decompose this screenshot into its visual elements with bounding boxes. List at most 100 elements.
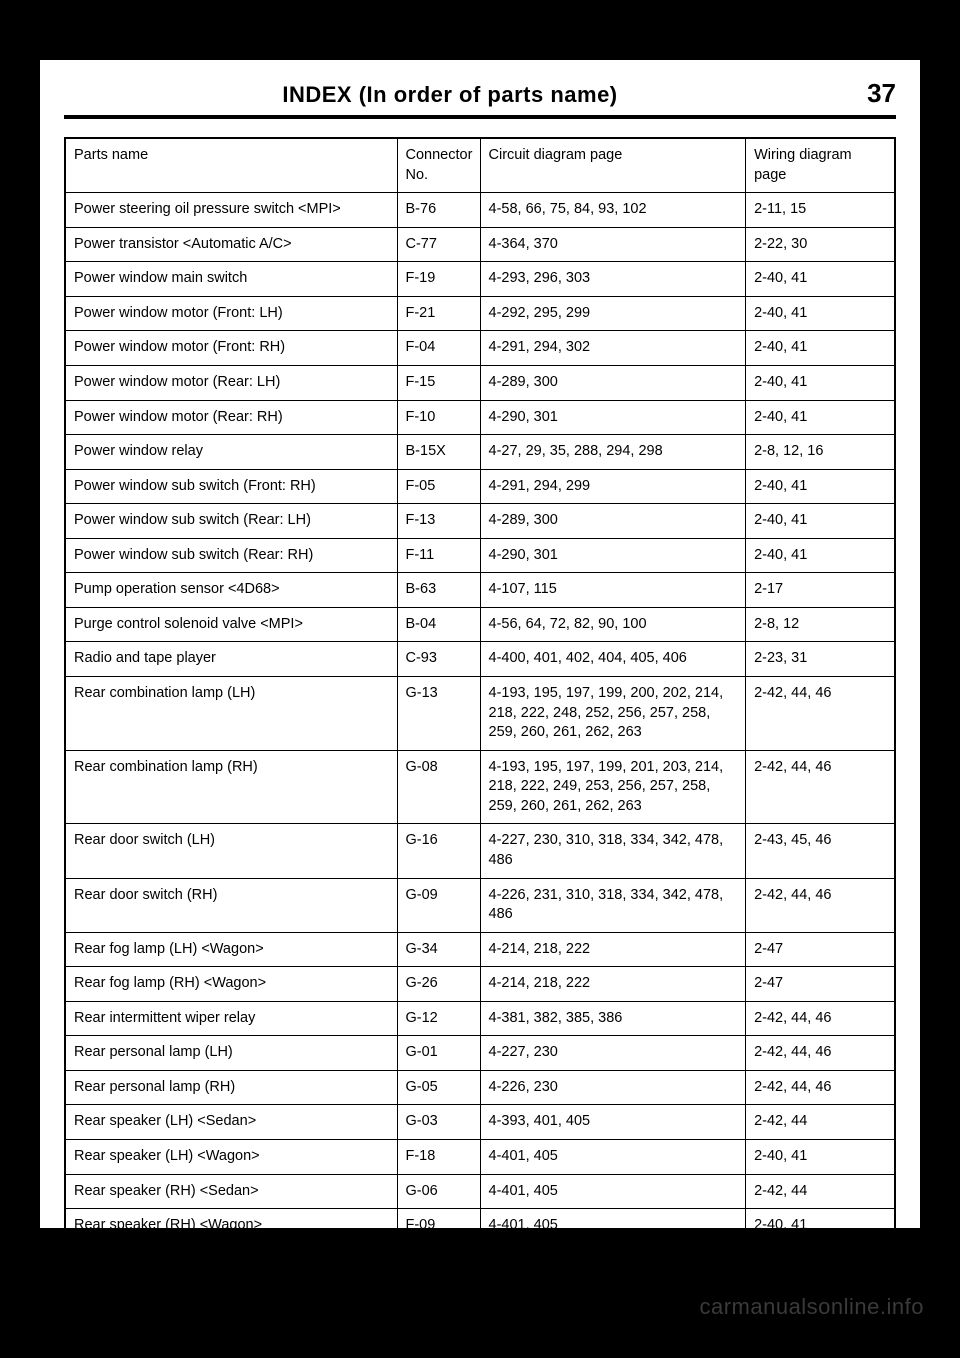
table-cell: 2-42, 44, 46 [746,750,895,824]
table-cell: G-01 [397,1036,480,1071]
table-cell: 4-289, 300 [480,365,746,400]
table-cell: Rear speaker (LH) <Sedan> [65,1105,397,1140]
table-cell: 2-42, 44 [746,1174,895,1209]
table-row: Power window motor (Front: LH)F-214-292,… [65,296,895,331]
table-cell: 4-27, 29, 35, 288, 294, 298 [480,435,746,470]
table-cell: 2-42, 44, 46 [746,878,895,932]
table-row: Rear door switch (RH)G-094-226, 231, 310… [65,878,895,932]
page-header: INDEX (In order of parts name) 37 [64,78,896,119]
table-cell: 2-47 [746,932,895,967]
table-cell: Power window motor (Front: RH) [65,331,397,366]
table-row: Rear fog lamp (RH) <Wagon>G-264-214, 218… [65,967,895,1002]
table-cell: F-09 [397,1209,480,1244]
table-cell: 4-293, 296, 303 [480,262,746,297]
table-cell: 4-381, 382, 385, 386 [480,1001,746,1036]
table-cell: B-15X [397,435,480,470]
table-cell: 4-227, 230, 310, 318, 334, 342, 478, 486 [480,824,746,878]
table-cell: Power window main switch [65,262,397,297]
table-cell: G-16 [397,824,480,878]
table-cell: 4-226, 230 [480,1070,746,1105]
table-cell: 2-42, 44, 46 [746,1070,895,1105]
table-cell: Power transistor <Automatic A/C> [65,227,397,262]
table-cell: Rear turn signal lamp (RH) <Wagon> [65,1278,397,1313]
table-cell: 4-227, 230 [480,1036,746,1071]
table-cell: 2-43, 45, 46 [746,824,895,878]
table-cell: 2-47 [746,967,895,1002]
table-cell: 4-290, 301 [480,538,746,573]
table-cell: Power window relay [65,435,397,470]
table-cell: 2-22, 30 [746,227,895,262]
table-cell: Rear speaker (LH) <Wagon> [65,1140,397,1175]
table-cell: 2-42, 44, 46 [746,1001,895,1036]
table-cell: C-93 [397,642,480,677]
page-title: INDEX (In order of parts name) [64,82,836,108]
table-cell: 4-289, 300 [480,504,746,539]
table-body: Power steering oil pressure switch <MPI>… [65,193,895,1313]
table-cell: G-09 [397,878,480,932]
table-row: Power window relayB-15X4-27, 29, 35, 288… [65,435,895,470]
table-row: Rear speaker (RH) <Sedan>G-064-401, 4052… [65,1174,895,1209]
table-cell: G-26 [397,967,480,1002]
table-cell: Power steering oil pressure switch <MPI> [65,193,397,228]
table-row: Power window main switchF-194-293, 296, … [65,262,895,297]
col-wiring-page: Wiring diagram page [746,138,895,193]
table-cell: F-05 [397,469,480,504]
table-cell: G-06 [397,1174,480,1209]
table-cell: 4-393, 401, 405 [480,1105,746,1140]
table-cell: F-10 [397,400,480,435]
table-cell: G-12 [397,1001,480,1036]
table-cell: 4-401, 405 [480,1209,746,1244]
table-cell: G-34 [397,932,480,967]
table-row: Rear speaker (RH) <Wagon>F-094-401, 4052… [65,1209,895,1244]
table-cell: Rear speaker (RH) <Wagon> [65,1209,397,1244]
table-cell: 2-8, 12 [746,607,895,642]
table-cell: Rear speaker (RH) <Sedan> [65,1174,397,1209]
table-cell: F-04 [397,331,480,366]
table-cell: F-11 [397,538,480,573]
table-cell: Rear combination lamp (RH) [65,750,397,824]
table-cell: C-77 [397,227,480,262]
col-circuit-page: Circuit diagram page [480,138,746,193]
table-cell: Rear fog lamp (RH) <Wagon> [65,967,397,1002]
table-cell: 4-401, 405 [480,1174,746,1209]
table-cell: Power window sub switch (Rear: RH) [65,538,397,573]
table-cell: 4-292, 295, 299 [480,296,746,331]
table-cell: 4-193, 195, 197, 199, 200, 202, 214, 218… [480,677,746,751]
table-cell: 2-46 [746,1243,895,1278]
table-head: Parts name Connector No. Circuit diagram… [65,138,895,193]
table-cell: 2-40, 41 [746,1140,895,1175]
table-cell: 2-17 [746,573,895,608]
table-cell: Rear door switch (LH) [65,824,397,878]
table-row: Pump operation sensor <4D68>B-634-107, 1… [65,573,895,608]
table-cell: 4-364, 370 [480,227,746,262]
table-cell: Pump operation sensor <4D68> [65,573,397,608]
table-cell: Power window motor (Rear: LH) [65,365,397,400]
table-cell: 2-40, 41 [746,296,895,331]
table-cell: Rear door switch (RH) [65,878,397,932]
table-cell: Rear fog lamp (LH) <Wagon> [65,932,397,967]
page-container: INDEX (In order of parts name) 37 Parts … [40,60,920,1228]
table-cell: B-63 [397,573,480,608]
table-row: Rear speaker (LH) <Sedan>G-034-393, 401,… [65,1105,895,1140]
index-table: Parts name Connector No. Circuit diagram… [64,137,896,1314]
table-cell: G-24 [397,1243,480,1278]
table-cell: Radio and tape player [65,642,397,677]
table-cell: G-23 [397,1278,480,1313]
table-cell: 4-58, 66, 75, 84, 93, 102 [480,193,746,228]
table-cell: 2-40, 41 [746,262,895,297]
table-cell: 2-40, 41 [746,365,895,400]
table-cell: Purge control solenoid valve <MPI> [65,607,397,642]
table-cell: 4-107, 115 [480,573,746,608]
table-row: Rear speaker (LH) <Wagon>F-184-401, 4052… [65,1140,895,1175]
table-cell: 2-40, 41 [746,331,895,366]
table-cell: F-15 [397,365,480,400]
table-cell: 4-214, 218, 222 [480,967,746,1002]
page-number: 37 [836,78,896,109]
table-cell: 2-42, 44, 46 [746,677,895,751]
table-cell: Rear intermittent wiper relay [65,1001,397,1036]
table-header-row: Parts name Connector No. Circuit diagram… [65,138,895,193]
table-cell: Power window motor (Rear: RH) [65,400,397,435]
table-cell: 4-290, 301 [480,400,746,435]
table-row: Power transistor <Automatic A/C>C-774-36… [65,227,895,262]
table-cell: F-13 [397,504,480,539]
